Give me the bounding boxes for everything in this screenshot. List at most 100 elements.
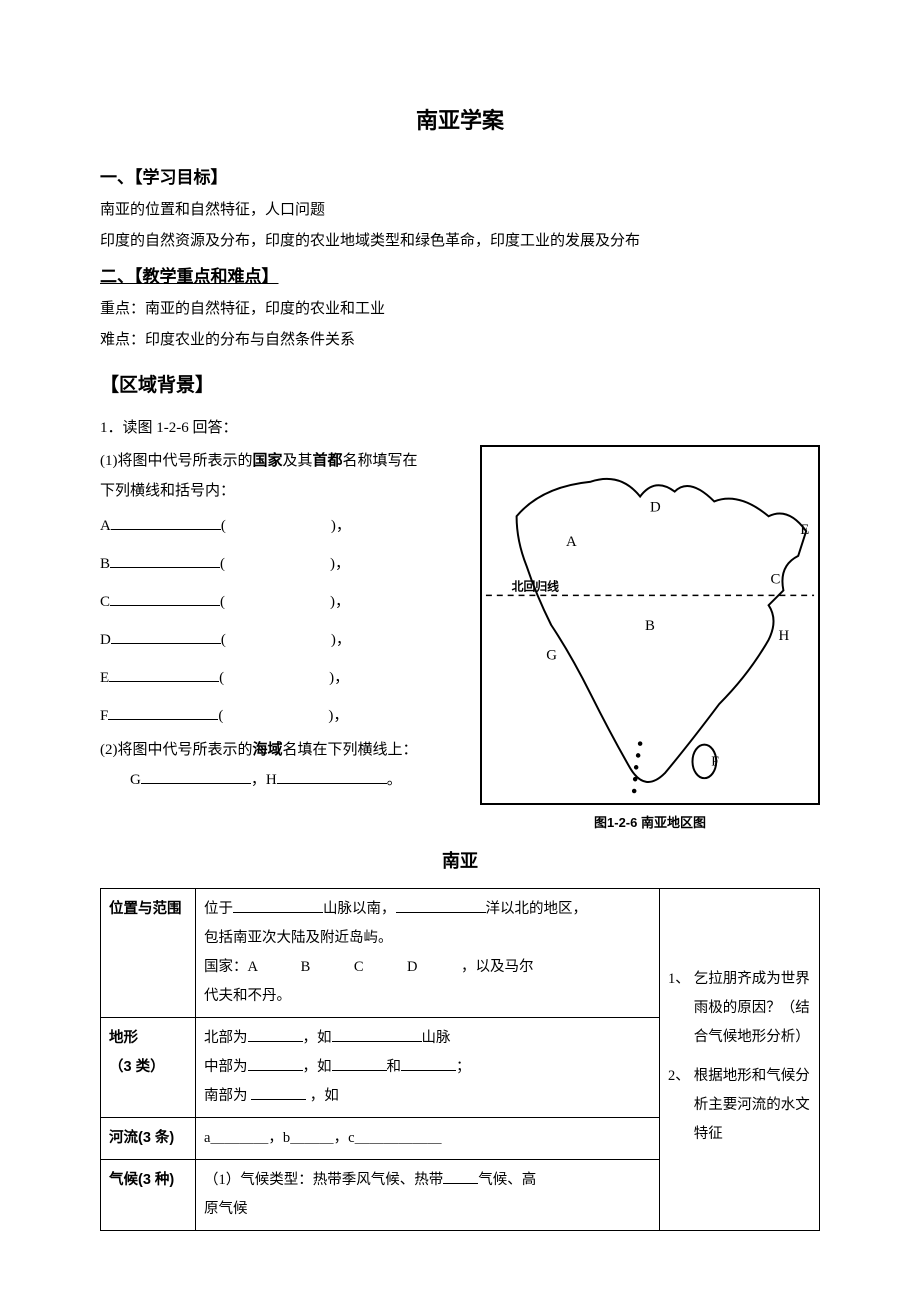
r1-t1b: 山脉以南， [323,901,396,917]
map-E: E [800,522,809,538]
r2-t2b: ，如 [303,1059,332,1075]
subtitle: 南亚 [100,844,820,878]
map-svg: 北回归线 A B C D E F G H [480,445,820,805]
label-D: D [100,632,111,648]
r1-t3: 国家：A B C D ，以及马尔 [204,959,533,975]
q-text-2: 根据地形和气候分析主要河流的水文特征 [694,1062,811,1149]
blank-G[interactable] [141,768,251,785]
map-D: D [650,499,661,515]
sec1-p2: 印度的自然资源及分布，印度的农业地域类型和绿色革命，印度工业的发展及分布 [100,227,820,256]
fill-B: B( )， [100,546,464,582]
table-row: 位置与范围 位于 山脉以南， 洋以北的地区， 包括南亚次大陆及附近岛屿。 国家：A … [101,888,820,1017]
q-num-1: 1、 [668,965,690,1052]
r2-t3b: ，如 [306,1088,339,1104]
r2-b5[interactable] [401,1055,456,1071]
r2-t2a: 中部为 [204,1059,248,1075]
r4-t2: 原气候 [204,1201,248,1217]
q1-1-line1: (1)将图中代号所表示的国家及其首都名称填写在 [100,447,464,476]
r4-b1[interactable] [443,1168,478,1184]
r2-b1[interactable] [248,1026,303,1042]
row2-content: 北部为，如山脉 中部为，如和； 南部为 ，如 [196,1017,660,1117]
label-G: G [130,772,141,788]
blank-D-name[interactable] [111,627,221,644]
fill-GH: G，H。 [100,766,464,795]
row2-label: 地形 （3 类） [101,1017,196,1117]
q1-2b: 名填在下列横线上： [283,742,418,758]
r2-t1b: ，如 [303,1030,332,1046]
q1-1-capital: 首都 [313,453,343,469]
fill-C: C( )， [100,584,464,620]
r2-t1c: 山脉 [422,1030,451,1046]
r2-b6[interactable] [251,1084,306,1100]
map-A: A [566,534,577,550]
page-title: 南亚学案 [100,100,820,142]
right-questions: 1、 乞拉朋齐成为世界雨极的原因？（结合气候地形分析） 2、 根据地形和气候分析… [660,888,820,1230]
label-E: E [100,670,109,686]
q1-1-country: 国家 [253,453,283,469]
q-num-2: 2、 [668,1062,690,1149]
blank-A-name[interactable] [111,513,221,530]
blank-B-name[interactable] [110,551,220,568]
label-H: H [266,772,277,788]
blank-E-name[interactable] [109,665,219,682]
map-caption: 图1-2-6 南亚地区图 [480,811,820,836]
blank-H[interactable] [277,768,387,785]
map-B: B [645,618,655,634]
sec2-p1: 重点：南亚的自然特征，印度的农业和工业 [100,295,820,324]
fill-A: A( )， [100,508,464,544]
r1-blank2[interactable] [396,897,486,913]
q1-2-sea: 海域 [253,742,283,758]
r2-b2[interactable] [332,1026,422,1042]
row4-content: （1）气候类型：热带季风气候、热带 气候、高 原气候 [196,1159,660,1230]
r2-t3a: 南部为 [204,1088,251,1104]
sec1-p1: 南亚的位置和自然特征，人口问题 [100,196,820,225]
r2-t2c: 和 [387,1059,402,1075]
map-H: H [778,628,789,644]
r1-blank1[interactable] [233,897,323,913]
sec2-p2: 难点：印度农业的分布与自然条件关系 [100,326,820,355]
r2-b4[interactable] [332,1055,387,1071]
blank-F-name[interactable] [108,703,218,720]
bg-heading: 【区域背景】 [100,368,820,404]
row3-label: 河流(3 条) [101,1117,196,1159]
fill-F: F( )， [100,698,464,734]
q1-1-line2: 下列横线和括号内： [100,477,464,506]
label-A: A [100,518,111,534]
fill-D: D( )， [100,622,464,658]
r1-t1c: 洋以北的地区， [486,901,588,917]
r2-l2: （3 类） [109,1059,165,1075]
q1-2a: (2)将图中代号所表示的 [100,742,253,758]
r1-t1a: 位于 [204,901,233,917]
r1-t4: 代夫和不丹。 [204,988,291,1004]
r2-b3[interactable] [248,1055,303,1071]
r4-t1b: 气候、高 [478,1172,536,1188]
fill-E: E( )， [100,660,464,696]
q1-1-mid: 及其 [283,453,313,469]
map-tropic-label: 北回归线 [512,579,560,593]
blank-C-name[interactable] [110,589,220,606]
label-B: B [100,556,110,572]
summary-table: 位置与范围 位于 山脉以南， 洋以北的地区， 包括南亚次大陆及附近岛屿。 国家：A … [100,888,820,1231]
row1-label: 位置与范围 [101,888,196,1017]
sec1-heading: 一、【学习目标】 [100,162,820,194]
row4-label: 气候(3 种) [101,1159,196,1230]
row3-content: a＿＿＿＿，b＿＿＿，c＿＿＿＿＿＿ [196,1117,660,1159]
label-C: C [100,594,110,610]
q1-1a: (1)将图中代号所表示的 [100,453,253,469]
q1-1b: 名称填写在 [343,453,418,469]
r1-t2: 包括南亚次大陆及附近岛屿。 [204,930,393,946]
r2-l1: 地形 [109,1030,138,1046]
q-text-1: 乞拉朋齐成为世界雨极的原因？（结合气候地形分析） [694,965,811,1052]
map-figure: 北回归线 A B C D E F G H 图1-2-6 南亚地区图 [480,445,820,836]
map-G: G [546,648,557,664]
row1-content: 位于 山脉以南， 洋以北的地区， 包括南亚次大陆及附近岛屿。 国家：A B C D … [196,888,660,1017]
r2-t1a: 北部为 [204,1030,248,1046]
r2-t2d: ； [456,1059,471,1075]
sec2-heading: 二、【教学重点和难点】 [100,261,820,293]
map-C: C [771,571,781,587]
q1-2-line: (2)将图中代号所表示的海域名填在下列横线上： [100,736,464,765]
map-F: F [711,753,719,768]
label-F: F [100,708,108,724]
q1: 1．读图 1-2-6 回答： [100,414,820,443]
r4-t1a: （1）气候类型：热带季风气候、热带 [204,1172,443,1188]
